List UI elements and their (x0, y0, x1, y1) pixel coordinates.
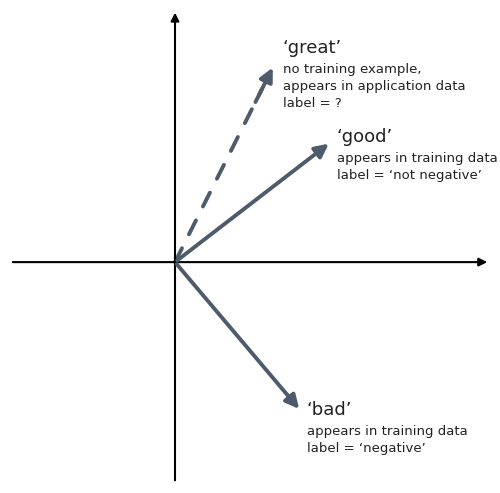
Text: appears in training data
label = ‘negative’: appears in training data label = ‘negati… (307, 425, 468, 456)
Text: appears in training data
label = ‘not negative’: appears in training data label = ‘not ne… (337, 152, 498, 181)
Text: ‘bad’: ‘bad’ (307, 401, 352, 420)
Text: no training example,
appears in application data
label = ?: no training example, appears in applicat… (283, 63, 466, 110)
Text: ‘good’: ‘good’ (337, 128, 393, 145)
Text: ‘great’: ‘great’ (283, 38, 342, 57)
